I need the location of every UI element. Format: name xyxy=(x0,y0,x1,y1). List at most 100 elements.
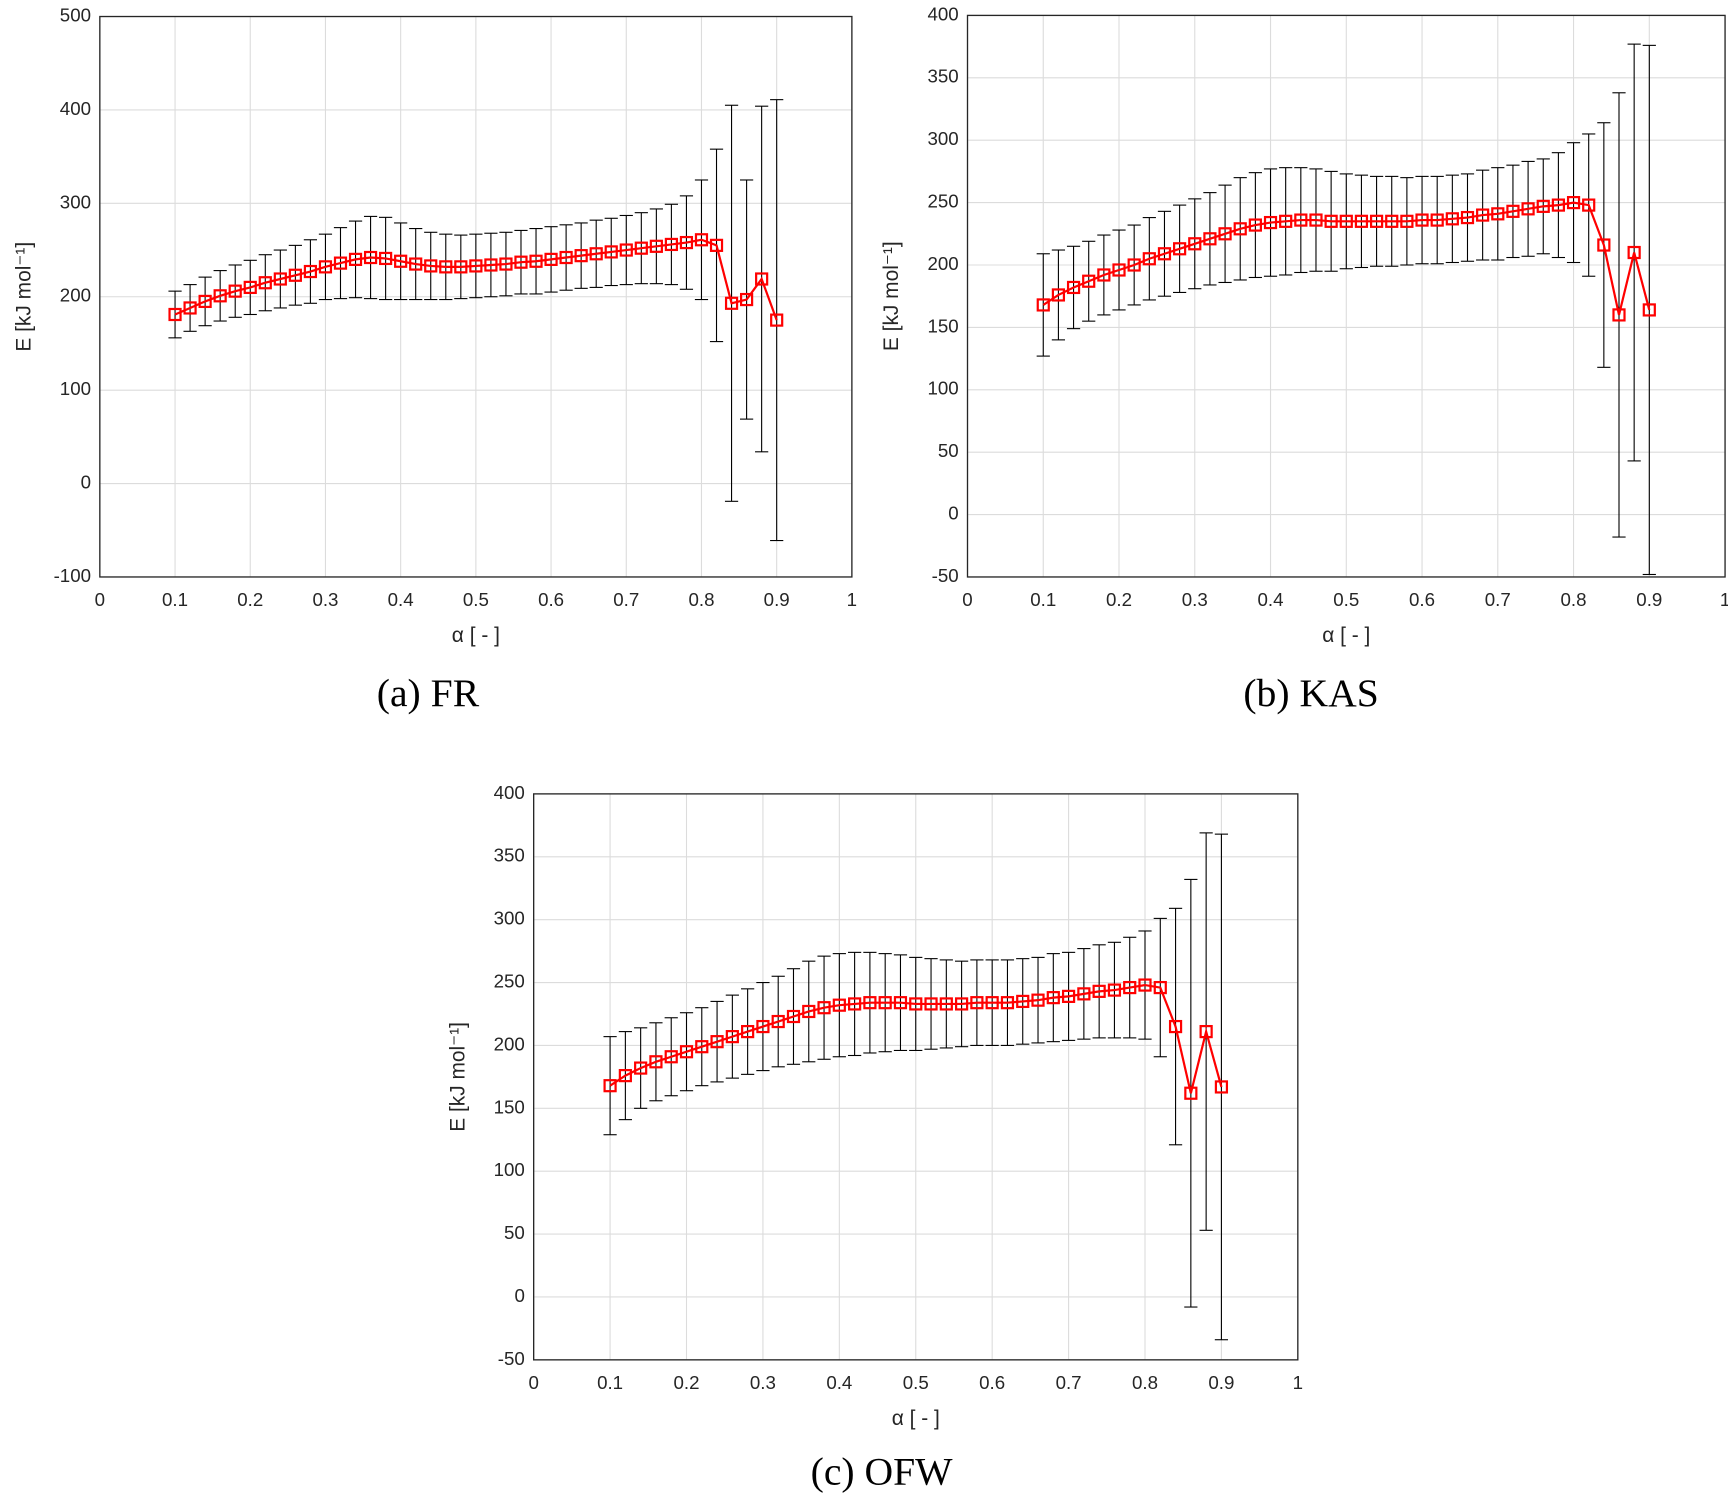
marker xyxy=(1476,208,1490,222)
marker xyxy=(1582,198,1596,212)
x-axis-label: α [ - ] xyxy=(452,624,500,647)
x-tick-label: 0.3 xyxy=(1182,589,1208,610)
y-axis-label: E [kJ mol⁻¹] xyxy=(446,1022,469,1132)
marker xyxy=(1597,238,1611,252)
marker xyxy=(1097,268,1111,282)
marker xyxy=(363,250,378,265)
x-tick-label: 0.2 xyxy=(674,1372,700,1393)
marker xyxy=(1203,232,1217,246)
marker xyxy=(1138,978,1152,992)
plot-frame xyxy=(99,15,853,578)
marker xyxy=(1184,1086,1198,1100)
marker xyxy=(1445,212,1459,226)
x-tick-label: 0.9 xyxy=(1208,1372,1234,1393)
marker xyxy=(1188,237,1202,251)
marker xyxy=(1046,991,1060,1005)
marker xyxy=(1123,980,1137,995)
marker xyxy=(1077,987,1091,1001)
x-axis-label: α [ - ] xyxy=(1322,624,1370,647)
marker xyxy=(1430,213,1444,227)
marker xyxy=(710,1035,724,1049)
marker xyxy=(1324,214,1338,228)
y-axis-label: E [kJ mol⁻¹] xyxy=(880,241,903,351)
marker xyxy=(1627,245,1641,260)
marker xyxy=(1153,980,1167,995)
marker xyxy=(755,272,769,286)
marker xyxy=(1566,195,1581,210)
y-tick-label: 400 xyxy=(494,782,525,803)
marker xyxy=(1642,303,1656,317)
y-tick-label: 300 xyxy=(494,908,525,929)
marker xyxy=(878,996,892,1010)
marker xyxy=(970,996,984,1010)
marker xyxy=(589,247,603,261)
marker xyxy=(771,1014,785,1029)
marker xyxy=(454,260,468,274)
x-tick-label: 1 xyxy=(847,589,857,610)
x-tick-label: 0.7 xyxy=(613,589,639,610)
marker xyxy=(424,259,438,273)
marker xyxy=(695,1040,709,1054)
x-tick-label: 0.1 xyxy=(1030,589,1056,610)
marker xyxy=(694,233,709,247)
plot-frame xyxy=(966,14,1726,578)
marker xyxy=(863,996,877,1010)
marker xyxy=(1460,210,1475,225)
marker xyxy=(348,252,363,266)
marker xyxy=(1066,280,1081,295)
marker xyxy=(604,245,618,259)
marker xyxy=(739,292,754,307)
marker xyxy=(1036,298,1050,312)
marker xyxy=(499,257,513,271)
x-tick-label: 1 xyxy=(1293,1372,1303,1393)
x-tick-label: 0.2 xyxy=(237,589,263,610)
x-tick-label: 0 xyxy=(95,589,105,610)
marker xyxy=(1031,993,1045,1007)
y-tick-label: 0 xyxy=(948,503,958,524)
marker xyxy=(724,296,739,310)
x-tick-label: 0.2 xyxy=(1106,589,1132,610)
marker xyxy=(786,1009,801,1024)
marker xyxy=(1279,214,1293,228)
marker xyxy=(529,254,543,268)
marker xyxy=(379,251,393,266)
x-tick-label: 0.8 xyxy=(1561,589,1587,610)
marker xyxy=(1218,227,1232,241)
marker xyxy=(1263,215,1278,230)
marker xyxy=(664,237,679,252)
marker xyxy=(243,280,257,295)
y-tick-label: 400 xyxy=(927,3,958,24)
marker xyxy=(954,997,969,1011)
marker xyxy=(409,257,423,271)
y-tick-label: 100 xyxy=(60,378,91,399)
x-tick-label: 0 xyxy=(962,589,972,610)
y-axis-label: E [kJ mol⁻¹] xyxy=(12,242,35,352)
y-tick-label: 200 xyxy=(494,1033,525,1054)
marker xyxy=(848,997,862,1011)
marker xyxy=(1173,242,1187,256)
y-tick-label: 50 xyxy=(938,440,959,461)
marker xyxy=(1000,996,1015,1010)
marker xyxy=(1051,288,1066,302)
y-tick-label: 250 xyxy=(927,191,958,212)
marker xyxy=(1248,218,1262,232)
marker xyxy=(909,997,923,1011)
marker xyxy=(1506,204,1520,218)
marker xyxy=(303,264,318,279)
x-tick-label: 0.5 xyxy=(1333,589,1359,610)
y-tick-label: 350 xyxy=(494,845,525,866)
x-tick-label: 0.4 xyxy=(388,589,414,610)
marker xyxy=(649,1055,663,1069)
caption: (b) KAS xyxy=(1243,671,1378,715)
y-tick-label: 100 xyxy=(927,378,958,399)
y-tick-label: -100 xyxy=(54,565,91,586)
marker xyxy=(484,258,498,272)
marker xyxy=(1612,308,1626,322)
marker xyxy=(288,268,302,282)
x-tick-label: 0.6 xyxy=(538,589,564,610)
x-tick-label: 0.3 xyxy=(750,1372,776,1393)
marker xyxy=(832,998,846,1012)
marker xyxy=(1092,984,1106,998)
